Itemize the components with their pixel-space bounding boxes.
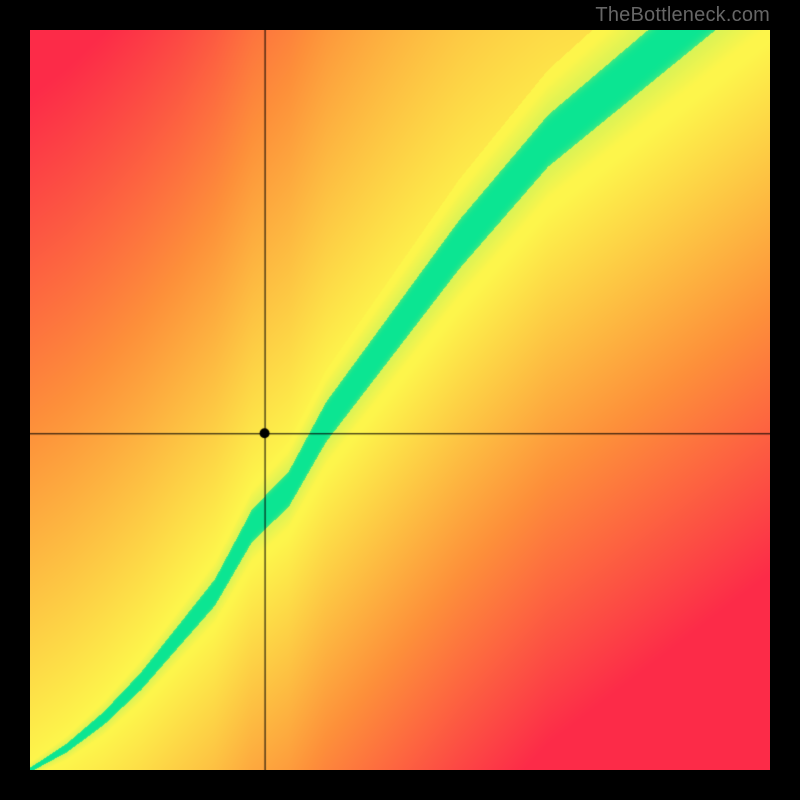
heatmap-canvas [30, 30, 770, 770]
heatmap-plot [30, 30, 770, 770]
watermark-text: TheBottleneck.com [595, 4, 770, 27]
chart-frame: TheBottleneck.com [0, 0, 800, 800]
